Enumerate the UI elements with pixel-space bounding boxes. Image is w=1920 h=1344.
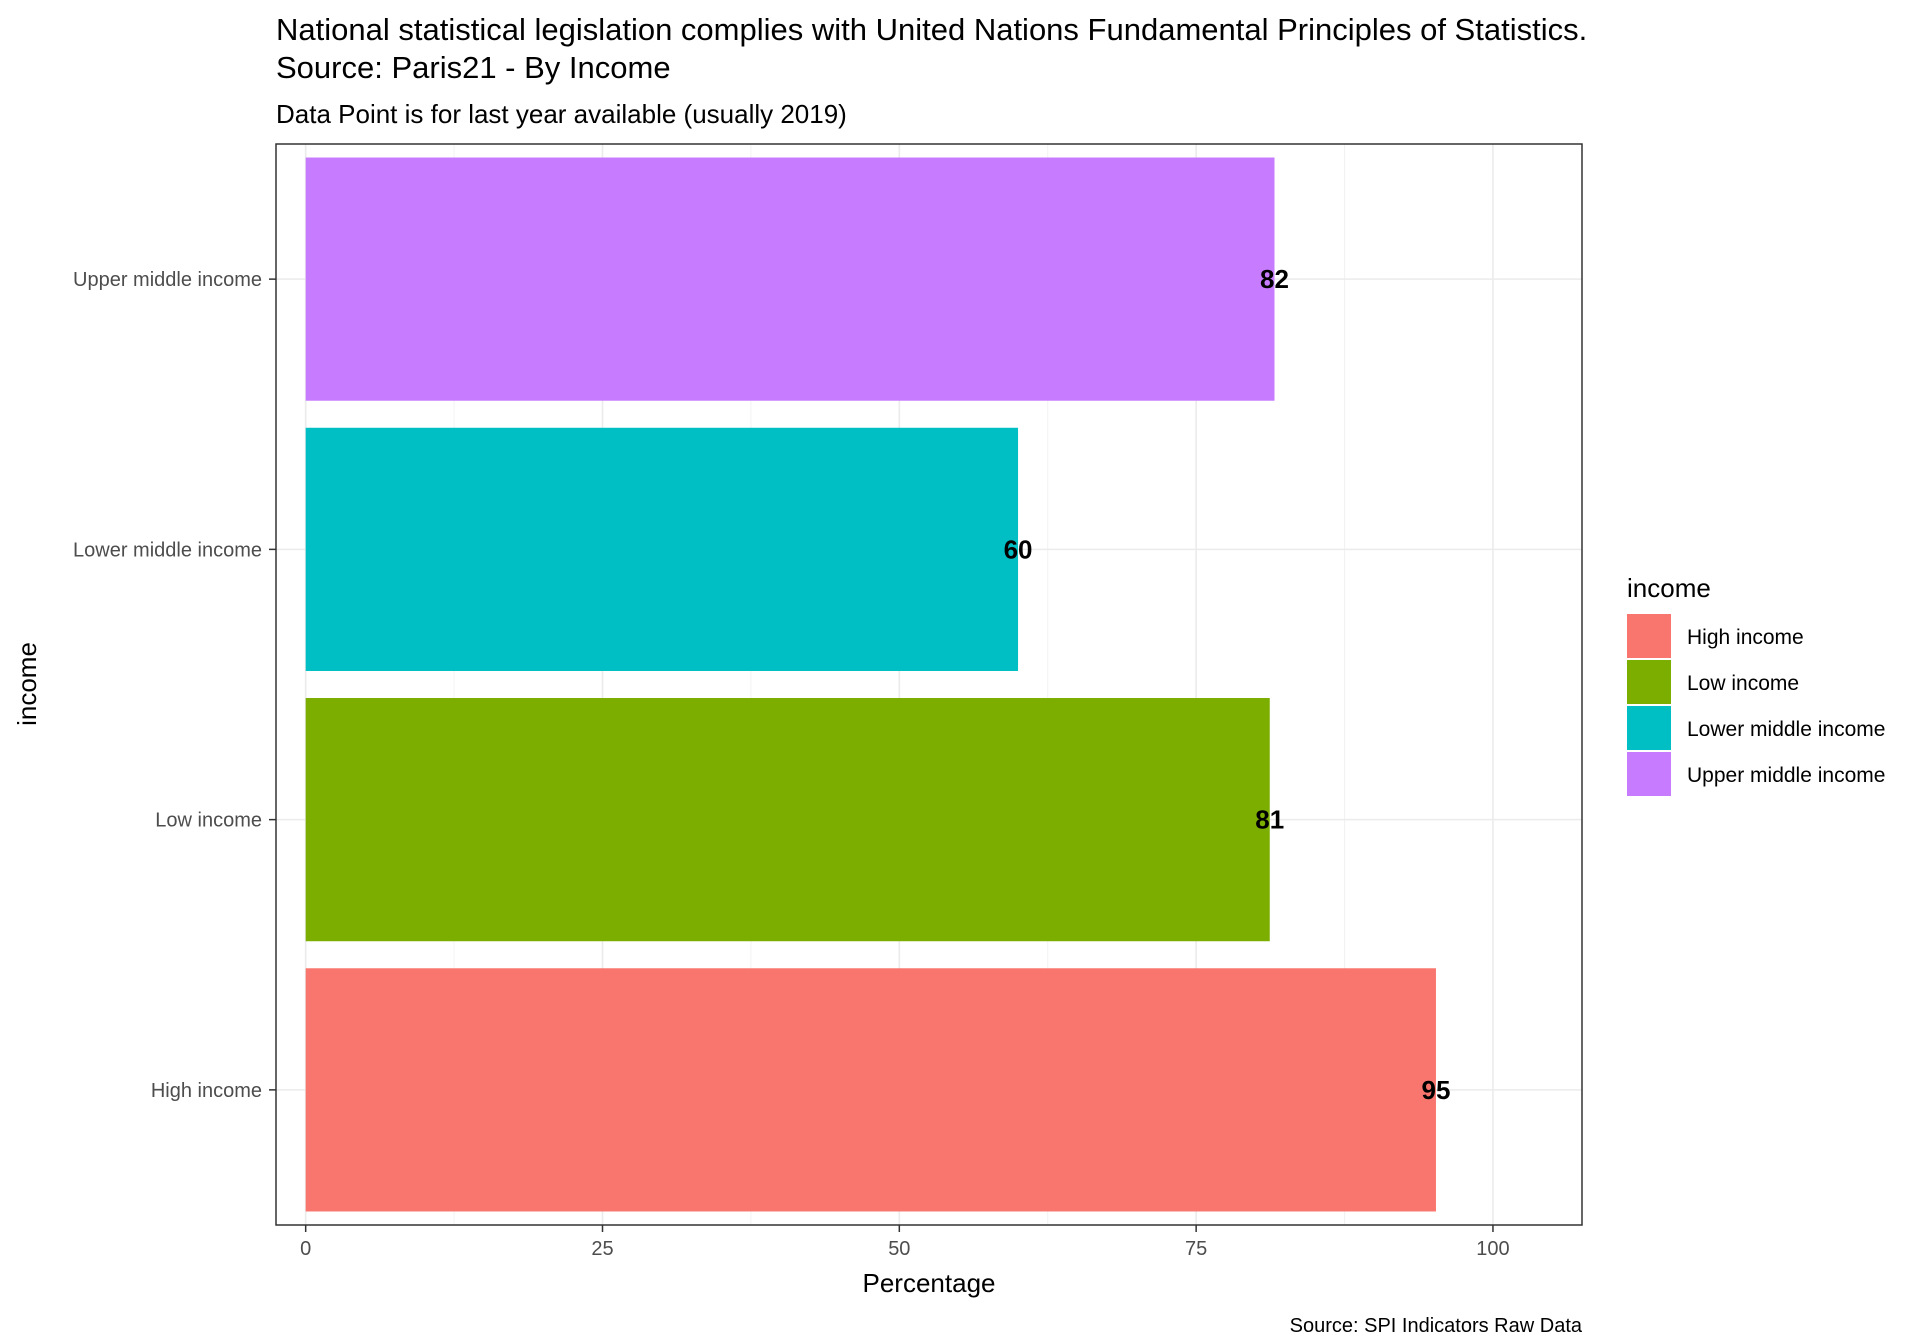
legend-label: High income <box>1687 626 1804 649</box>
panel-border <box>275 143 1583 1226</box>
legend-title: income <box>1627 573 1711 603</box>
data-labels: 95 81 60 82 <box>1004 264 1451 1105</box>
x-tick-label: 75 <box>1185 1238 1207 1260</box>
x-tick-label: 100 <box>1476 1238 1509 1260</box>
y-axis: High income Low income Lower middle income… <box>73 269 276 1102</box>
bar-low-income <box>305 698 1270 942</box>
legend-label: Lower middle income <box>1687 718 1885 741</box>
data-label: 81 <box>1255 805 1284 835</box>
chart-subtitle: Data Point is for last year available (u… <box>276 99 847 129</box>
x-tick-label: 25 <box>591 1238 613 1260</box>
x-axis: 0 25 50 75 100 <box>300 1225 1510 1260</box>
y-tick-label: High income <box>151 1080 262 1102</box>
y-tick-label: Low income <box>155 810 262 832</box>
bar-lower-middle-income <box>305 427 1019 671</box>
legend-label: Low income <box>1687 672 1799 695</box>
x-axis-title: Percentage <box>863 1268 996 1298</box>
data-label: 95 <box>1422 1075 1451 1105</box>
legend-key <box>1627 660 1671 704</box>
legend-key <box>1627 614 1671 658</box>
y-axis-title: income <box>12 642 42 726</box>
bar-upper-middle-income <box>305 157 1275 401</box>
legend-key <box>1627 752 1671 796</box>
bar-high-income <box>305 968 1436 1212</box>
legend: income High income Low income Lower middle… <box>1627 573 1885 796</box>
chart-title-line2: Source: Paris21 - By Income <box>276 50 671 85</box>
data-label: 60 <box>1004 534 1033 564</box>
x-tick-label: 0 <box>300 1238 311 1260</box>
chart-caption: Source: SPI Indicators Raw Data <box>1290 1315 1583 1337</box>
y-tick-label: Lower middle income <box>73 539 262 561</box>
bars <box>305 157 1436 1212</box>
data-label: 82 <box>1260 264 1289 294</box>
y-tick-label: Upper middle income <box>73 269 262 291</box>
chart-title: National statistical legislation complie… <box>276 12 1587 47</box>
x-tick-label: 50 <box>888 1238 910 1260</box>
legend-key <box>1627 706 1671 750</box>
legend-label: Upper middle income <box>1687 764 1885 787</box>
